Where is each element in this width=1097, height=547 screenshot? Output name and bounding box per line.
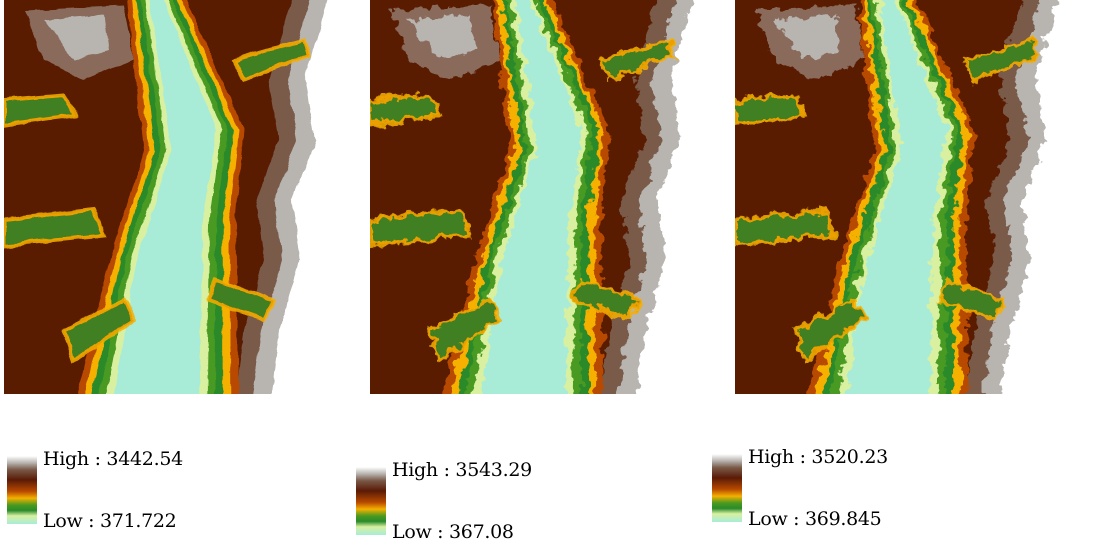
legend-low-label: Low : 369.845 (748, 508, 882, 530)
legend-high-label: High : 3543.29 (392, 459, 532, 481)
legend-low-label: Low : 367.08 (392, 521, 514, 543)
legend-high-label: High : 3520.23 (748, 446, 888, 468)
color-ramp (712, 454, 742, 522)
legend-low-label: Low : 371.722 (43, 510, 177, 532)
elevation-map-2 (370, 0, 732, 394)
elevation-map-1 (4, 0, 367, 394)
legend-high-label: High : 3442.54 (43, 448, 183, 470)
elevation-map-3 (735, 0, 1097, 394)
color-ramp (356, 467, 386, 535)
color-ramp (7, 456, 37, 524)
